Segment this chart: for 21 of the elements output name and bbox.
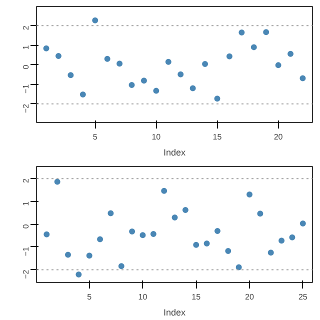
x-axis-title: Index	[163, 148, 186, 158]
x-tick-label: 15	[212, 132, 222, 142]
x-tick-label: 10	[152, 132, 162, 142]
x-tick-label: 5	[87, 292, 92, 302]
x-tick-label: 20	[274, 132, 284, 142]
x-tick-label: 20	[245, 292, 255, 302]
y-tick-label: −1	[22, 84, 30, 94]
y-tick-label: 0	[22, 224, 30, 229]
x-axis-title: Index	[163, 308, 186, 318]
x-tick-label: 5	[92, 132, 98, 142]
y-tick-label: 2	[22, 25, 30, 30]
y-tick-label: 0	[22, 64, 30, 70]
y-tick-label: −2	[22, 269, 30, 279]
y-tick-label: 1	[22, 44, 30, 50]
y-tick-label: 1	[22, 200, 30, 206]
x-tick-label: 25	[298, 292, 308, 302]
y-tick-label: −2	[22, 103, 30, 114]
y-tick-label: 2	[22, 178, 30, 184]
x-tick-label: 10	[138, 292, 148, 302]
y-tick-label: −1	[22, 246, 30, 256]
x-tick-label: 15	[192, 292, 202, 302]
